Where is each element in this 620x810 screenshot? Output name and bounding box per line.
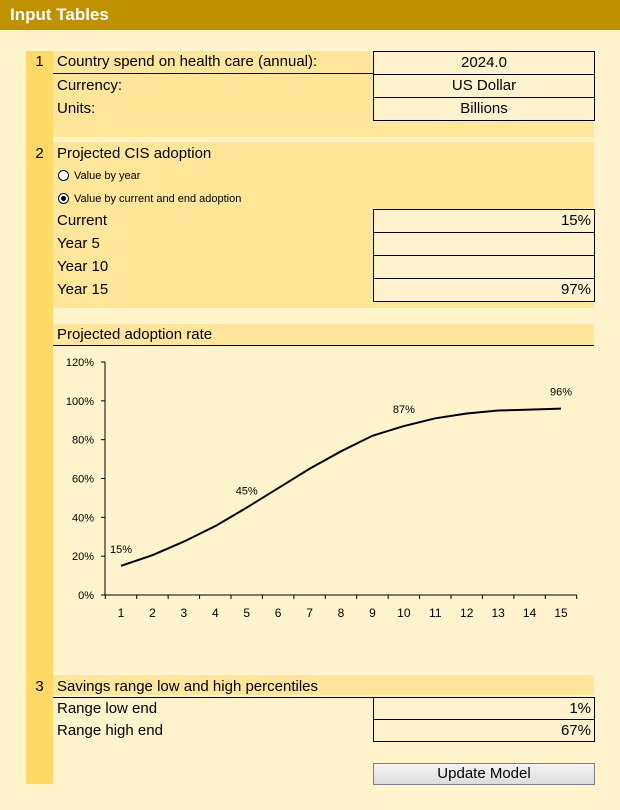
- year15-label: Year 15: [57, 281, 109, 298]
- year10-label: Year 10: [57, 258, 109, 275]
- section-number-column: [26, 51, 53, 784]
- range-low-label: Range low end: [57, 700, 158, 717]
- y-tick-label: 100%: [66, 396, 94, 408]
- x-tick-label: 14: [523, 606, 537, 620]
- current-label: Current: [57, 212, 108, 229]
- update-model-button[interactable]: Update Model: [373, 763, 595, 785]
- y-tick-label: 120%: [66, 357, 94, 369]
- health-spend-input[interactable]: 2024.0: [373, 51, 595, 75]
- chart-title-underline: [53, 345, 594, 346]
- x-tick-label: 2: [149, 606, 156, 620]
- year10-adoption-input[interactable]: [373, 255, 595, 279]
- year5-adoption-input[interactable]: [373, 232, 595, 256]
- y-axis: 0% 20% 40% 60% 80% 100% 120%: [66, 357, 106, 602]
- adoption-line: [120, 407, 562, 567]
- x-tick-label: 12: [460, 606, 474, 620]
- currency-input[interactable]: US Dollar: [373, 74, 595, 98]
- y-tick-label: 40%: [72, 512, 94, 524]
- section3-underline: [53, 697, 594, 698]
- series: [120, 407, 562, 567]
- section3-number: 3: [35, 678, 44, 695]
- radio-selected-icon: [58, 193, 69, 204]
- chart-title: Projected adoption rate: [57, 326, 213, 343]
- radio-value-by-year-label: Value by year: [74, 170, 141, 182]
- radio-circle-icon: [58, 170, 69, 181]
- health-spend-label: Country spend on health care (annual):: [57, 53, 318, 70]
- year5-label: Year 5: [57, 235, 100, 252]
- x-tick-label: 7: [306, 606, 313, 620]
- section1-number: 1: [35, 53, 44, 70]
- y-tick-label: 60%: [72, 474, 94, 486]
- x-tick-label: 15: [554, 606, 568, 620]
- range-high-input[interactable]: 67%: [373, 719, 595, 742]
- currency-label: Currency:: [57, 77, 123, 94]
- data-labels: 15% 45% 87% 96%: [110, 387, 572, 556]
- x-tick-label: 6: [275, 606, 282, 620]
- year15-adoption-input[interactable]: 97%: [373, 278, 595, 302]
- radio-value-by-current-end-label: Value by current and end adoption: [74, 193, 242, 205]
- section2-number: 2: [35, 145, 44, 162]
- x-tick-label: 3: [181, 606, 188, 620]
- section1-underline: [53, 73, 373, 74]
- x-tick-label: 13: [491, 606, 505, 620]
- radio-value-by-current-end[interactable]: Value by current and end adoption: [58, 193, 241, 205]
- savings-range-title: Savings range low and high percentiles: [57, 678, 318, 695]
- x-tick-label: 4: [212, 606, 219, 620]
- cis-adoption-title: Projected CIS adoption: [57, 145, 212, 162]
- x-tick-label: 1: [118, 606, 125, 620]
- x-tick-label: 11: [429, 606, 442, 620]
- x-tick-label: 8: [338, 606, 345, 620]
- x-tick-label: 10: [397, 606, 411, 620]
- adoption-chart: 0%20%40%60%80%100%120% 1 2 3 4 5 6 7 8 9 10 11 12 13…: [66, 357, 578, 620]
- x-tick-label: 5: [243, 606, 250, 620]
- y-tick-label: 80%: [72, 435, 94, 447]
- y-tick-label: 20%: [72, 551, 94, 563]
- data-label: 45%: [236, 486, 258, 498]
- chart-title-band: [53, 324, 594, 345]
- section3-band: [53, 675, 594, 695]
- data-label: 96%: [550, 387, 572, 399]
- data-label: 15%: [110, 544, 132, 556]
- x-tick-label: 9: [369, 606, 376, 620]
- units-input[interactable]: Billions: [373, 97, 595, 121]
- range-low-input[interactable]: 1%: [373, 697, 595, 720]
- radio-value-by-year[interactable]: Value by year: [58, 170, 140, 182]
- y-tick-label: 0%: [78, 590, 94, 602]
- data-label: 87%: [393, 404, 415, 416]
- units-label: Units:: [57, 100, 96, 117]
- range-high-label: Range high end: [57, 722, 163, 739]
- current-adoption-input[interactable]: 15%: [373, 209, 595, 233]
- app-title: Input Tables: [0, 0, 620, 30]
- x-axis: 1 2 3 4 5 6 7 8 9 10 11 12 13 14 15: [104, 594, 578, 620]
